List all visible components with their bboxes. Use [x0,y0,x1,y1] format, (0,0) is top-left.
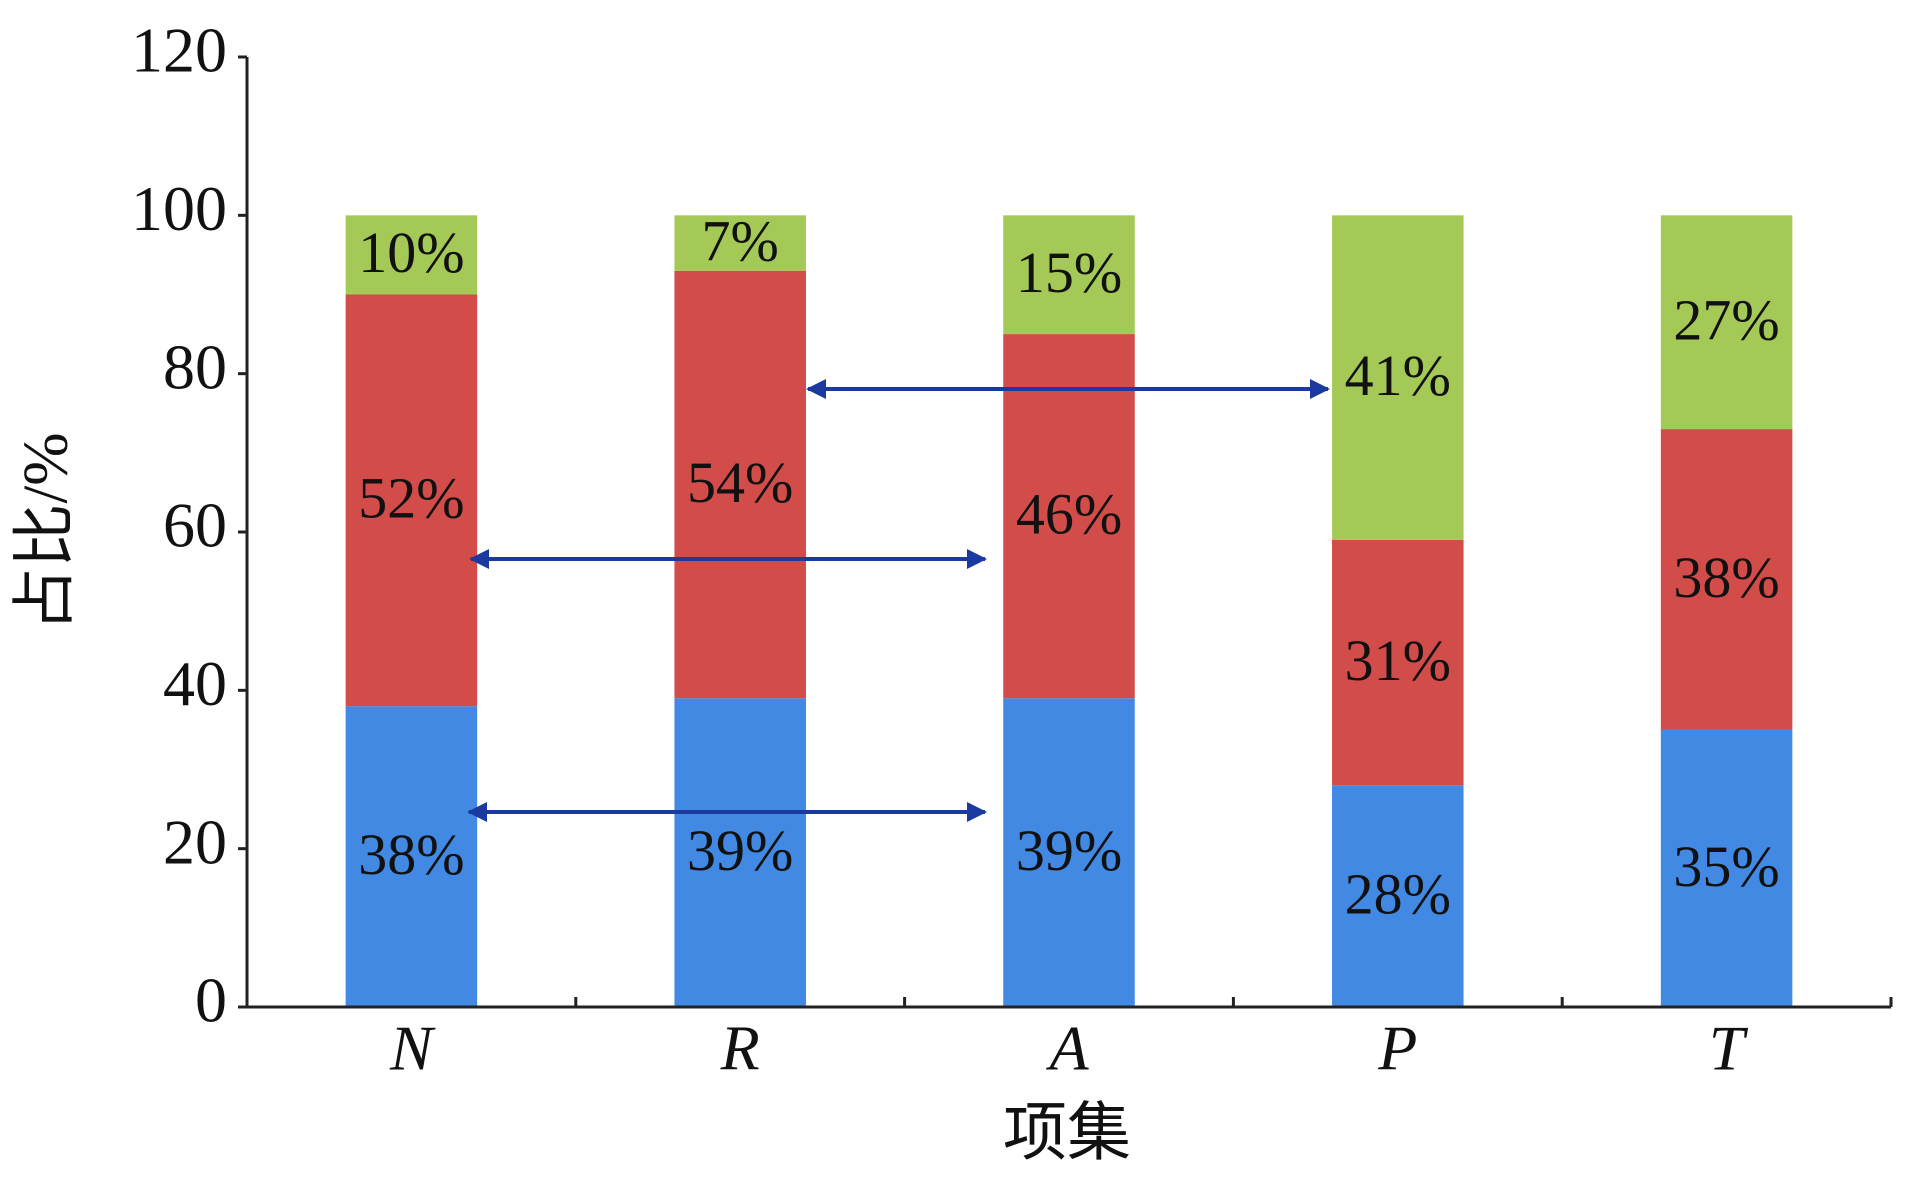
data-label: 28% [1345,861,1451,926]
x-axis-label: 项集 [1003,1098,1131,1169]
y-tick-label: 60 [163,490,227,561]
data-label: 41% [1345,343,1451,408]
x-tick-label: R [720,1013,760,1084]
bar-segment [1003,215,1135,335]
data-label: 31% [1345,628,1451,693]
bar-segment [674,698,806,1007]
bar-segment [1660,215,1793,430]
data-label: 39% [687,818,793,883]
y-tick-label: 0 [195,965,227,1036]
bar-segment [1332,539,1464,786]
data-label: 27% [1673,288,1779,353]
bar-segment [1332,215,1464,540]
x-tick-label: N [389,1013,436,1084]
data-label: 38% [358,822,464,887]
bar-segment [345,706,478,1007]
bar-segment [1332,785,1464,1007]
bar-segment [345,294,478,707]
data-label: 52% [358,466,464,531]
y-axis-label: 占比/% [10,432,81,631]
y-tick-label: 40 [163,648,227,719]
x-tick-label: P [1377,1013,1417,1084]
x-tick-label: T [1709,1013,1749,1084]
y-tick-label: 80 [163,331,227,402]
data-label: 7% [702,208,779,273]
bar-segment [674,270,806,699]
data-label: 54% [687,450,793,515]
bar-segment [1660,429,1793,730]
data-label: 35% [1673,834,1779,899]
data-label: 46% [1016,481,1122,546]
bar-segment [1003,698,1135,1007]
y-tick-label: 100 [131,173,227,244]
data-label: 38% [1673,545,1779,610]
data-label: 39% [1016,818,1122,883]
y-tick-label: 120 [131,15,227,86]
bar-segment [1660,729,1793,1007]
data-label: 10% [358,220,464,285]
bar-segment [345,215,478,295]
x-tick-label: A [1045,1013,1089,1084]
data-label: 15% [1016,240,1122,305]
bar-segment [674,215,806,271]
y-tick-label: 20 [163,806,227,877]
